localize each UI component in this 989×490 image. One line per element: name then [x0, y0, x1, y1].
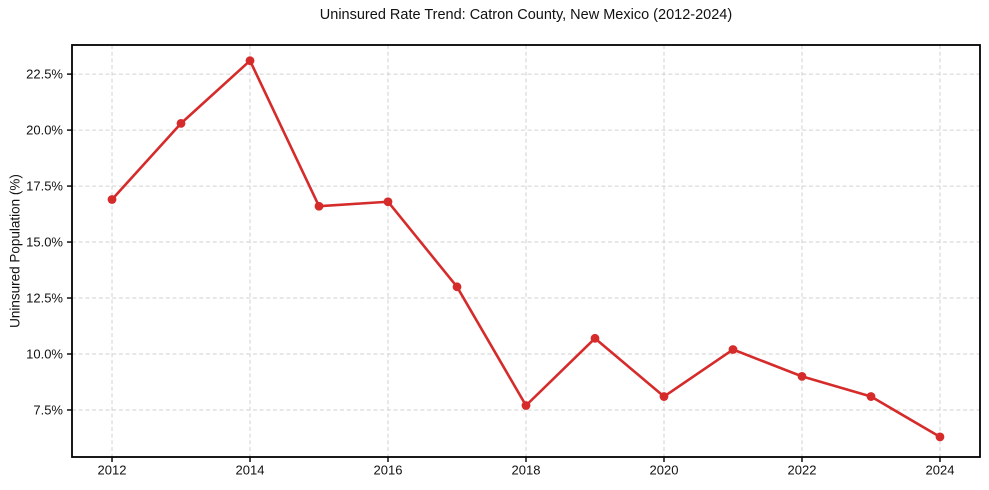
x-tick-label: 2022 [788, 463, 817, 478]
data-point [314, 201, 324, 211]
x-tick-label: 2020 [650, 463, 679, 478]
data-point [866, 392, 876, 401]
y-tick-label: 15.0% [26, 235, 63, 250]
data-point [728, 345, 738, 354]
y-tick-label: 7.5% [33, 402, 63, 417]
data-point [107, 195, 117, 204]
data-point [176, 118, 186, 128]
data-point [383, 197, 393, 207]
x-tick-label: 2024 [926, 463, 955, 478]
data-point [521, 401, 531, 410]
data-point [797, 371, 807, 381]
data-point [452, 282, 462, 292]
y-tick-label: 17.5% [26, 179, 63, 194]
x-tick-label: 2012 [98, 463, 127, 478]
data-point [659, 392, 669, 401]
data-point [590, 333, 600, 343]
data-point [245, 56, 255, 66]
y-tick-label: 22.5% [26, 67, 63, 82]
x-tick-label: 2014 [236, 463, 265, 478]
data-point [935, 432, 945, 442]
y-tick-label: 12.5% [26, 291, 63, 306]
x-tick-label: 2016 [374, 463, 403, 478]
x-tick-label: 2018 [512, 463, 541, 478]
y-tick-label: 20.0% [26, 123, 63, 138]
y-tick-label: 10.0% [26, 347, 63, 362]
chart-title: Uninsured Rate Trend: Catron County, New… [319, 7, 733, 23]
